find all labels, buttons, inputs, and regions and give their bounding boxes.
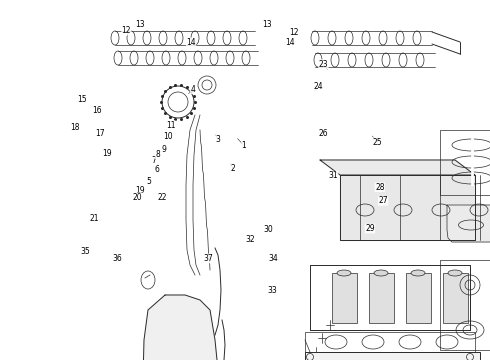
Text: 31: 31 (328, 171, 338, 180)
Text: 13: 13 (135, 20, 145, 29)
Text: 3: 3 (216, 135, 220, 144)
Text: 4: 4 (190, 85, 195, 94)
Polygon shape (340, 175, 475, 240)
Text: 32: 32 (245, 235, 255, 244)
Text: 24: 24 (314, 82, 323, 91)
Ellipse shape (374, 270, 388, 276)
Bar (305, 332, 475, 352)
Text: 19: 19 (135, 186, 145, 195)
Text: 29: 29 (365, 224, 375, 233)
Text: 26: 26 (318, 129, 328, 138)
Text: 33: 33 (267, 287, 277, 295)
Text: 18: 18 (70, 123, 79, 132)
Text: 37: 37 (203, 254, 213, 263)
Text: 17: 17 (96, 129, 105, 138)
Ellipse shape (411, 270, 425, 276)
Text: 19: 19 (102, 149, 112, 158)
Text: 7: 7 (151, 156, 156, 166)
Polygon shape (320, 160, 475, 175)
Text: 21: 21 (89, 214, 99, 223)
Text: 36: 36 (113, 254, 122, 263)
Text: 14: 14 (186, 38, 196, 47)
Polygon shape (143, 295, 220, 360)
Text: 35: 35 (81, 247, 91, 256)
Text: 6: 6 (154, 165, 159, 174)
Text: 14: 14 (285, 38, 295, 47)
Text: 30: 30 (264, 225, 273, 234)
Text: 25: 25 (372, 138, 382, 147)
Text: 16: 16 (92, 107, 102, 115)
Text: 8: 8 (155, 150, 160, 158)
Text: 28: 28 (375, 183, 385, 192)
Text: 1: 1 (242, 141, 246, 150)
Bar (440, 130, 490, 195)
Bar (332, 273, 357, 323)
Text: 10: 10 (163, 132, 172, 140)
Bar (443, 273, 468, 323)
Text: 13: 13 (262, 20, 272, 29)
Text: 15: 15 (77, 94, 87, 104)
Bar (305, 352, 480, 360)
Polygon shape (447, 205, 490, 242)
Text: 11: 11 (166, 121, 175, 130)
Ellipse shape (337, 270, 351, 276)
Text: 2: 2 (230, 163, 235, 173)
Ellipse shape (448, 270, 462, 276)
Text: 12: 12 (122, 26, 131, 35)
Text: 34: 34 (269, 254, 278, 263)
Text: 20: 20 (132, 193, 142, 202)
Bar (369, 273, 394, 323)
Text: 27: 27 (378, 197, 388, 205)
Text: 9: 9 (162, 145, 167, 154)
Bar (440, 260, 490, 350)
Bar (406, 273, 431, 323)
Text: 23: 23 (318, 59, 328, 68)
Text: 5: 5 (146, 177, 151, 186)
Text: 12: 12 (289, 28, 299, 37)
Text: 22: 22 (158, 193, 168, 202)
